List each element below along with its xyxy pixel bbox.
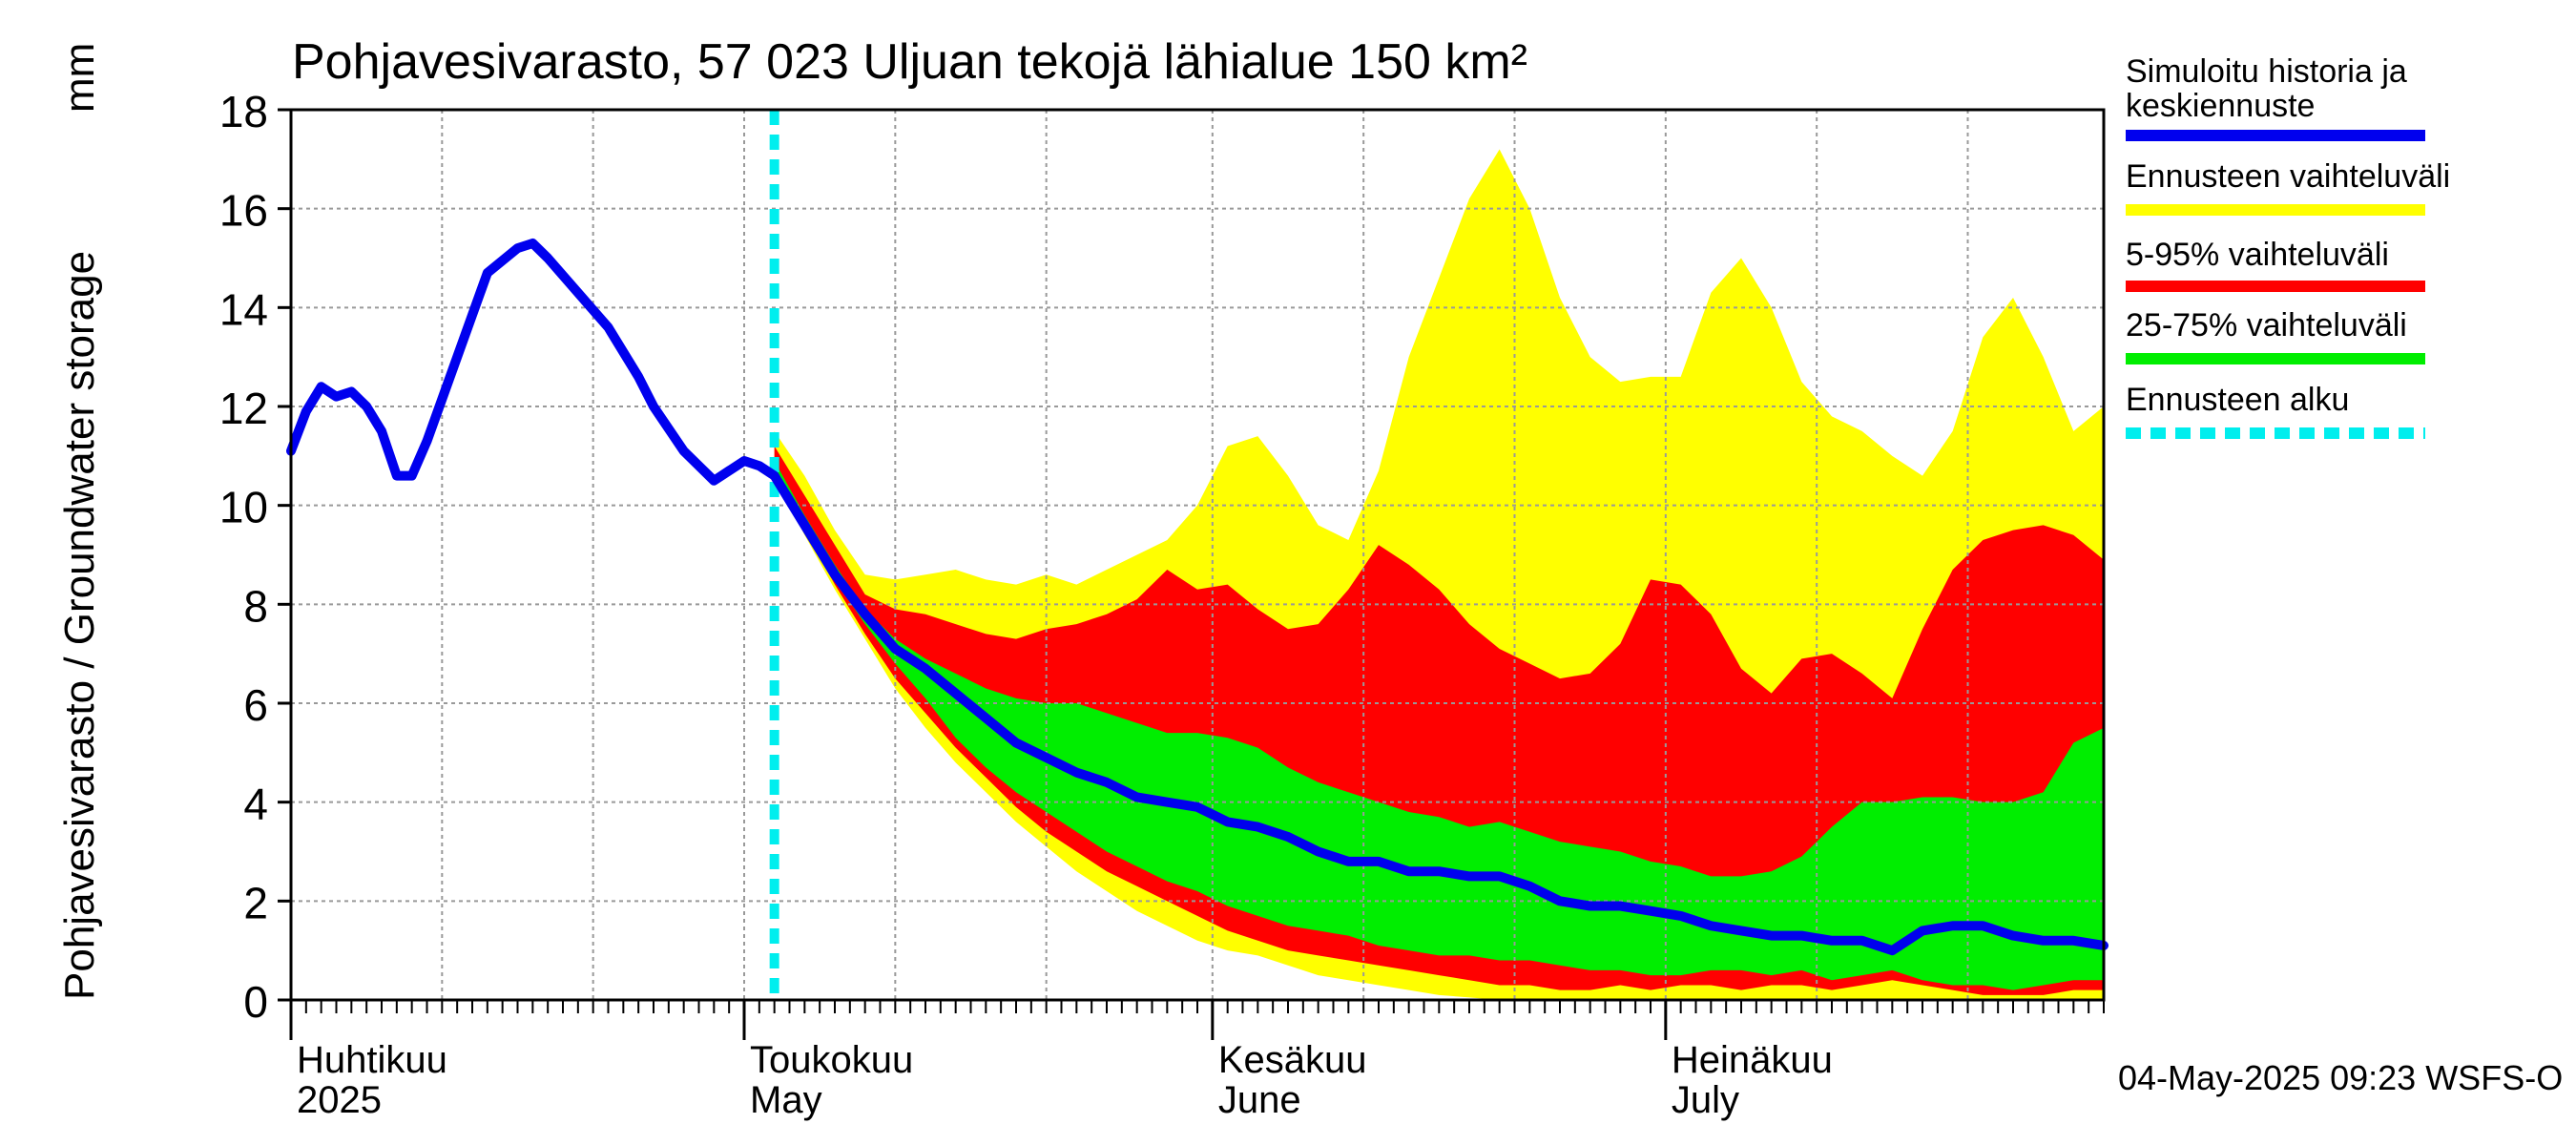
band-5-95-vaihteluv-li [774, 446, 2104, 995]
x-month-sublabel: 2025 [297, 1079, 382, 1121]
y-tick-label: 10 [219, 483, 268, 532]
y-tick-label: 18 [219, 87, 268, 136]
x-month-sublabel: July [1672, 1079, 1739, 1121]
chart-title: Pohjavesivarasto, 57 023 Uljuan tekojä l… [292, 34, 1527, 90]
y-tick-label: 0 [243, 977, 268, 1027]
legend-label: Ennusteen vaihteluväli [2126, 158, 2450, 195]
timestamp-label: 04-May-2025 09:23 WSFS-O [2118, 1058, 2563, 1097]
y-tick-label: 12 [219, 384, 268, 433]
y-axis-label: Pohjavesivarasto / Groundwater storage [56, 251, 103, 1000]
x-month-sublabel: June [1218, 1079, 1301, 1121]
y-tick-label: 14 [219, 284, 268, 334]
legend-label: keskiennuste [2126, 88, 2315, 124]
x-month-label: Toukokuu [750, 1039, 913, 1081]
x-month-label: Heinäkuu [1672, 1039, 1833, 1081]
history-median-line [286, 238, 2109, 956]
legend-label: Simuloitu historia ja [2126, 53, 2407, 90]
legend-label: 5-95% vaihteluväli [2126, 237, 2389, 273]
y-tick-label: 2 [243, 878, 268, 927]
grid-lines [290, 109, 2104, 1000]
x-month-label: Huhtikuu [297, 1039, 447, 1081]
legend-label: Ennusteen alku [2126, 382, 2349, 418]
y-tick-label: 4 [243, 780, 268, 829]
x-month-sublabel: May [750, 1079, 822, 1121]
band-25-75-vaihteluv-li [774, 461, 2104, 990]
x-month-label: Kesäkuu [1218, 1039, 1367, 1081]
y-axis-unit: mm [56, 43, 103, 113]
legend-label: 25-75% vaihteluväli [2126, 307, 2407, 344]
history-line-layer [286, 238, 2109, 956]
axes [278, 108, 2106, 1040]
y-tick-label: 8 [243, 581, 268, 631]
y-tick-label: 16 [219, 186, 268, 236]
y-tick-label: 6 [243, 680, 268, 730]
